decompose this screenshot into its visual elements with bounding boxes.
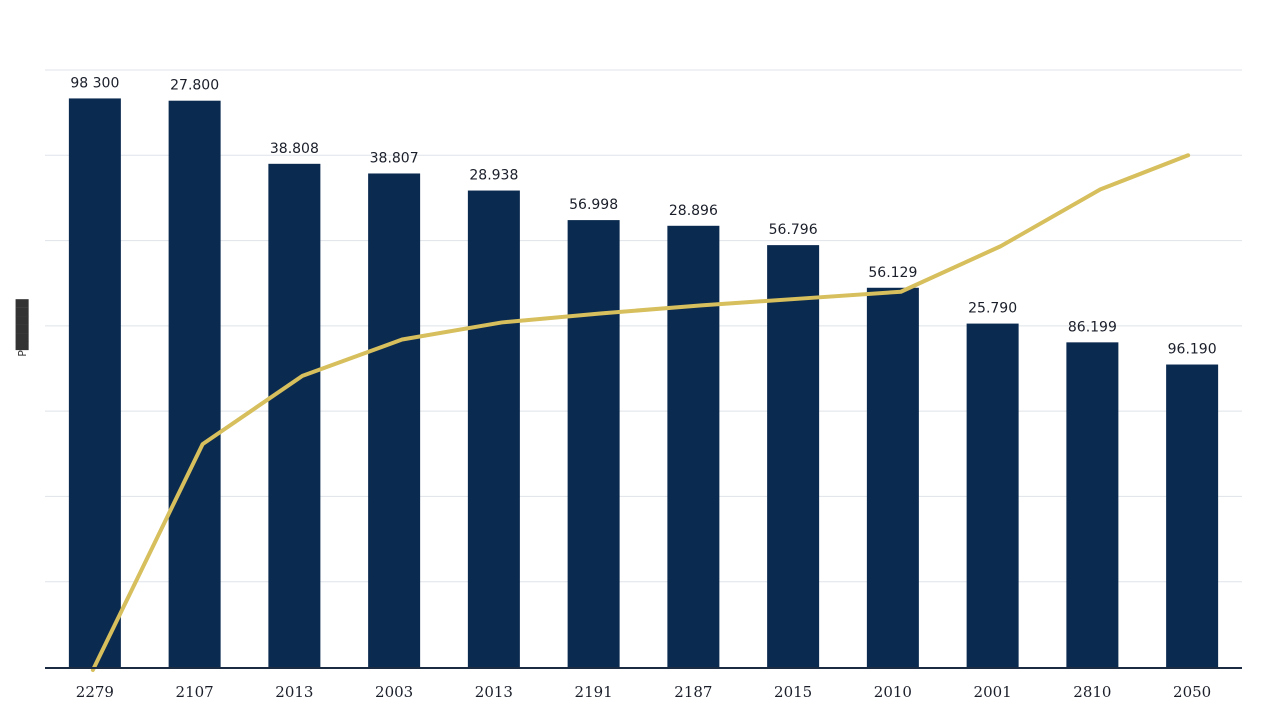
bar [667, 225, 720, 667]
x-tick-labels: 2279 2107 2013 2003 2013 2191 2187 2015 2010 2001… [76, 683, 1211, 701]
bar [368, 173, 421, 668]
line-series [90, 153, 1191, 672]
bar [1066, 342, 1119, 667]
x-tick-label: 2810 [1073, 683, 1111, 701]
bar-data-label: 28.896 [669, 203, 718, 219]
x-tick-label: 2015 [774, 683, 812, 701]
x-tick-label: 2050 [1173, 683, 1211, 701]
bar-data-label: 56.129 [868, 265, 917, 281]
bar [767, 245, 820, 667]
x-tick-label: 2010 [874, 683, 912, 701]
x-tick-label: 2013 [275, 683, 313, 701]
bar [268, 163, 321, 668]
bar [567, 220, 620, 668]
bar-data-label: 25.790 [968, 301, 1017, 317]
x-tick-label: 2003 [375, 683, 413, 701]
bar-data-label: 98 300 [70, 75, 119, 91]
bars [68, 98, 1219, 668]
y-axis-label: P██████ [15, 299, 29, 357]
bar-data-label: 38.808 [270, 141, 319, 157]
gridlines [45, 69, 1242, 583]
bar-data-label: 56.998 [569, 197, 618, 213]
bar-labels: 98 300 27.800 38.808 38.807 28.938 56.998 28.8… [70, 75, 1216, 357]
x-tick-label: 2013 [475, 683, 513, 701]
x-tick-label: 2187 [674, 683, 712, 701]
bar-data-label: 28.938 [469, 168, 518, 184]
bar-data-label: 86.199 [1068, 319, 1117, 335]
x-tick-label: 2107 [176, 683, 214, 701]
x-tick-label: 2191 [575, 683, 613, 701]
bar [168, 100, 221, 667]
bar-data-label: 96.190 [1168, 342, 1217, 358]
bar [68, 98, 121, 667]
x-tick-label: 2279 [76, 683, 114, 701]
bar-data-label: 56.796 [769, 222, 818, 238]
bar-data-label: 38.807 [370, 150, 419, 166]
bar [467, 190, 520, 667]
bar [966, 323, 1019, 667]
bar-data-label: 27.800 [170, 78, 219, 94]
x-tick-label: 2001 [974, 683, 1012, 701]
bar [866, 287, 919, 667]
line-series-path [90, 153, 1191, 672]
bar [1166, 364, 1219, 667]
